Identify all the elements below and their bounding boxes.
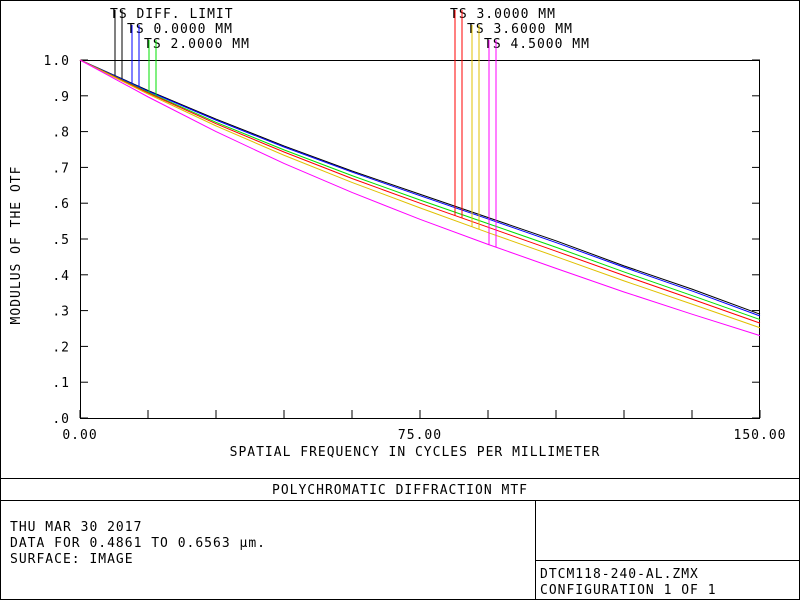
date: THU MAR 30 2017: [10, 520, 142, 535]
data-range: DATA FOR 0.4861 TO 0.6563 µm.: [10, 536, 266, 551]
y-axis-label: MODULUS OF THE OTF: [9, 166, 24, 325]
legend-label: TS 3.0000 MM: [450, 7, 556, 22]
y-tick-label: .0: [52, 412, 70, 427]
y-tick-label: .4: [52, 269, 70, 284]
mtf-curve: [79, 59, 761, 317]
surface: SURFACE: IMAGE: [10, 552, 134, 567]
mtf-curve: [79, 59, 761, 321]
y-tick-label: .1: [52, 376, 70, 391]
y-tick-label: .8: [52, 126, 70, 141]
chart-title: POLYCHROMATIC DIFFRACTION MTF: [272, 483, 528, 498]
mtf-curve: [79, 59, 761, 329]
legend-label: TS 4.5000 MM: [484, 37, 590, 52]
y-tick-label: .5: [52, 233, 70, 248]
x-axis-label: SPATIAL FREQUENCY IN CYCLES PER MILLIMET…: [230, 445, 601, 460]
y-tick-label: .7: [52, 161, 70, 176]
legend-label: TS DIFF. LIMIT: [110, 7, 234, 22]
legend-label: TS 3.6000 MM: [467, 22, 573, 37]
x-tick-label: 75.00: [398, 428, 442, 443]
legend-label: TS 0.0000 MM: [127, 22, 233, 37]
y-tick-label: .2: [52, 340, 70, 355]
y-tick-label: .6: [52, 197, 70, 212]
x-tick-label: 150.00: [734, 428, 787, 443]
legend-label: TS 2.0000 MM: [144, 37, 250, 52]
mtf-curve: [79, 59, 761, 337]
y-tick-label: 1.0: [44, 54, 70, 69]
y-tick-label: .9: [52, 90, 70, 105]
file-name: DTCM118-240-AL.ZMX: [540, 567, 699, 582]
configuration: CONFIGURATION 1 OF 1: [540, 583, 717, 598]
mtf-curve: [79, 59, 761, 324]
y-tick-label: .3: [52, 305, 70, 320]
mtf-curve: [79, 59, 761, 315]
x-tick-label: 0.00: [62, 428, 97, 443]
